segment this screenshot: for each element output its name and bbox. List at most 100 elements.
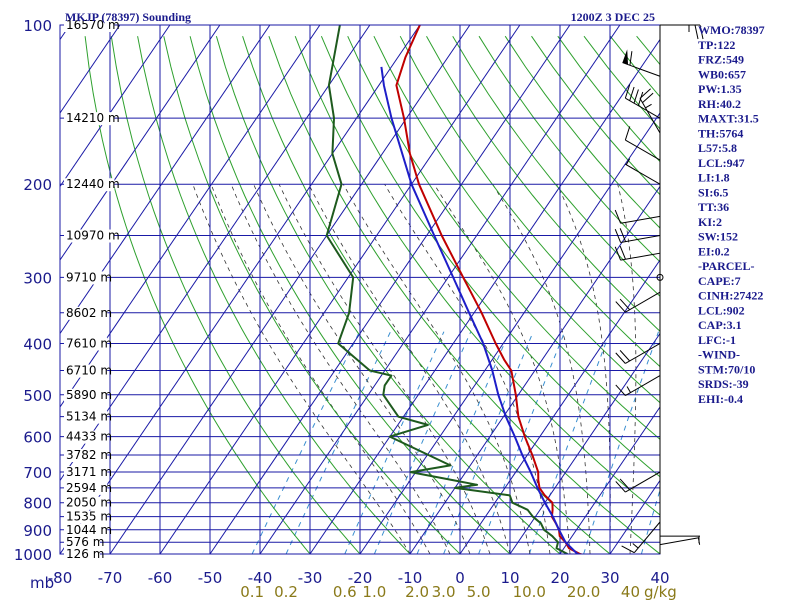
isotherm-line <box>60 25 371 482</box>
dry-adiabat <box>583 35 660 130</box>
index-entry: WB0:657 <box>698 67 746 81</box>
wind-barb-staff <box>625 471 661 493</box>
pressure-tick-label: 500 <box>23 387 52 405</box>
height-label: 16570 m <box>66 18 120 32</box>
index-entry: SRDS:-39 <box>698 377 749 391</box>
index-entry: TT:36 <box>698 200 729 214</box>
temperature-tick-label: -50 <box>198 569 223 587</box>
pressure-tick-label: 100 <box>23 17 52 35</box>
mixing-ratio-tick-label: 0.1 <box>240 583 264 600</box>
dry-adiabat <box>163 36 461 554</box>
height-label: 1535 m <box>66 510 112 524</box>
isotherm-line <box>309 38 660 554</box>
chart-title: MKJP (78397) Sounding <box>65 10 191 24</box>
height-label: 12440 m <box>66 177 120 191</box>
mixing-ratio-line <box>251 331 360 554</box>
wind-barb-staff <box>622 62 661 77</box>
pressure-axis: 100 200 300 400 500 600 700 800 900 1000 <box>14 17 52 564</box>
wind-barb-full <box>619 478 631 490</box>
index-entry: FRZ:549 <box>698 53 744 67</box>
mixing-ratio-line <box>443 331 534 554</box>
wind-barb-staff <box>620 252 661 261</box>
dry-adiabat <box>242 36 611 554</box>
height-label-bg <box>64 364 108 378</box>
index-entry: EI:0.2 <box>698 244 730 258</box>
index-entry: -WIND- <box>698 348 740 362</box>
moist-adiabat <box>230 184 451 554</box>
height-label: 2050 m <box>66 496 112 510</box>
mixing-ratio-tick-label: 3.0 <box>432 583 456 600</box>
temperature-tick-label: -20 <box>348 569 373 587</box>
wind-barb-pennant <box>622 49 629 65</box>
dry-adiabat <box>110 36 361 554</box>
mixing-ratio-tick-label: 20.0 <box>567 583 600 600</box>
wind-barb-half <box>697 537 701 545</box>
mixing-ratio-line <box>285 331 391 554</box>
index-entry: CAP:3.1 <box>698 318 742 332</box>
height-label-bg <box>64 229 115 243</box>
height-label: 6710 m <box>66 364 112 378</box>
wind-barb-staff <box>639 98 661 134</box>
wind-barb-full <box>639 88 651 99</box>
isotherm-line <box>459 259 660 554</box>
height-label: 10970 m <box>66 229 120 243</box>
height-label: 3171 m <box>66 465 112 479</box>
mixing-ratio-tick-label: 40 <box>621 583 640 600</box>
wind-barb-staff <box>620 215 661 224</box>
index-entry: CAPE:7 <box>698 274 741 288</box>
temperature-tick-label: 20 <box>550 569 569 587</box>
temperature-tick-label: 40 <box>650 569 669 587</box>
mixing-ratio-unit-label: g/kg <box>644 583 677 600</box>
height-label-bg <box>64 271 108 285</box>
height-label: 9710 m <box>66 270 112 284</box>
wind-barb-full <box>699 24 704 40</box>
mixing-ratio-line <box>373 331 472 554</box>
wind-barb-half <box>645 103 652 109</box>
dry-adiabat <box>557 35 660 163</box>
wind-barb-half <box>632 543 639 549</box>
wind-barb-staff <box>625 343 661 364</box>
isotherm-line <box>0 25 20 554</box>
sounding-traces <box>325 25 585 554</box>
dry-adiabat <box>373 35 660 404</box>
temperature-tick-label: 10 <box>500 569 519 587</box>
wind-barb-full <box>614 209 622 224</box>
isotherm-line <box>259 25 621 554</box>
wind-barb-staff <box>659 537 700 546</box>
index-entry: TP:122 <box>698 38 735 52</box>
moist-adiabat <box>253 184 471 554</box>
wind-barb-full <box>629 86 635 101</box>
mixing-ratio-tick-label: 0.6 <box>333 583 357 600</box>
wind-barbs <box>614 24 704 554</box>
height-label-bg <box>64 466 108 480</box>
index-entry: KI:2 <box>698 215 722 229</box>
wind-barb-full <box>615 481 626 493</box>
wind-barb-full <box>619 298 631 311</box>
height-label-bg <box>64 548 100 561</box>
index-entry: PW:1.35 <box>698 82 742 96</box>
dry-adiabat <box>794 36 800 565</box>
index-entry: CINH:27422 <box>698 289 763 303</box>
diagram-grid <box>0 25 800 565</box>
index-entry: LFC:-1 <box>698 333 736 347</box>
height-label: 3782 m <box>66 448 112 462</box>
moist-adiabat <box>492 183 591 554</box>
height-label-bg <box>64 306 108 320</box>
height-label-bg <box>64 178 115 192</box>
height-label-bg <box>64 19 115 32</box>
index-entry: RH:40.2 <box>698 97 741 111</box>
index-entry: SI:6.5 <box>698 185 728 199</box>
mixing-ratio-tick-label: 2.0 <box>405 583 429 600</box>
height-label: 5134 m <box>66 410 112 424</box>
pressure-tick-label: 200 <box>23 176 52 194</box>
calm-wind-marker <box>656 273 664 281</box>
dry-adiabat <box>137 36 411 554</box>
dry-adiabat <box>215 36 561 554</box>
wind-barb-full <box>619 245 626 260</box>
index-entry: -PARCEL- <box>698 259 754 273</box>
index-entry: LI:1.8 <box>698 171 730 185</box>
moist-adiabat <box>433 183 571 554</box>
index-entry: LCL:902 <box>698 303 745 317</box>
pressure-tick-label: 600 <box>23 429 52 447</box>
wind-barb-staff <box>625 97 661 119</box>
